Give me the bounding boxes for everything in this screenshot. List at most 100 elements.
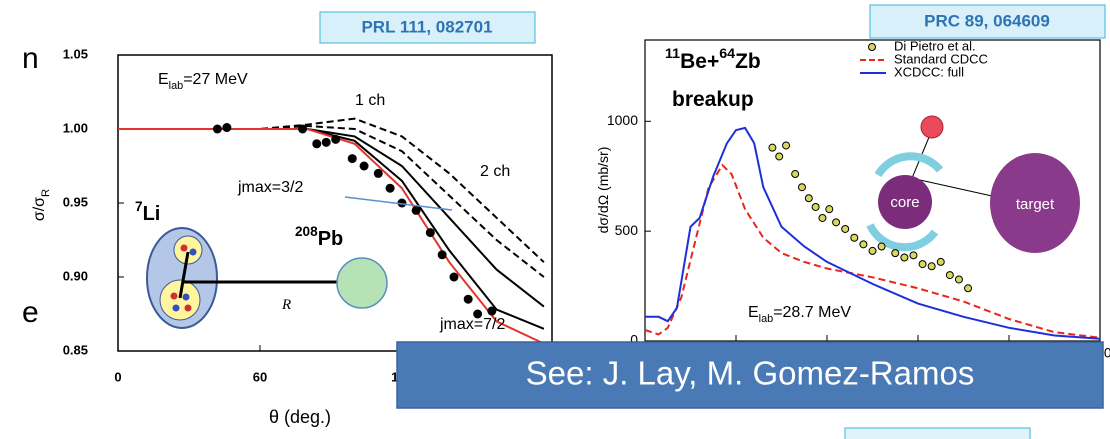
reference: PRL 111, 082701 (361, 17, 492, 36)
y-axis-label-part: R (40, 189, 52, 197)
reference: PRC 89, 064609 (924, 11, 1050, 30)
legend-label: Standard CDCC (894, 51, 988, 66)
banner-box (396, 341, 1104, 409)
data-point (775, 152, 784, 161)
annotation: breakup (672, 88, 754, 111)
data-point (877, 242, 886, 251)
data-point (900, 253, 909, 262)
data-point (385, 183, 395, 193)
chart: 0.850.900.951.001.05060120θ (deg.)σ/σR1 … (31, 46, 545, 427)
data-point (437, 250, 447, 260)
y-axis-label: dσ/dΩ (mb/sr) (595, 147, 611, 234)
annotation: Elab=28.7 MeV (748, 304, 851, 325)
nucleon (180, 244, 188, 252)
annotation: target (1016, 196, 1055, 213)
data-point (463, 294, 473, 304)
data-point (425, 228, 435, 238)
data-point (487, 306, 497, 316)
annotation-part: Zb (735, 50, 761, 73)
data-point (312, 139, 322, 149)
data-point (473, 309, 483, 319)
series-label: jmax=3/2 (237, 179, 303, 196)
nucleon (184, 304, 192, 312)
y-tick-label: 0.85 (63, 342, 88, 357)
core (878, 175, 932, 229)
data-point (850, 233, 859, 242)
halo-neutron (920, 115, 944, 139)
data-point (841, 224, 850, 233)
data-point (298, 124, 308, 134)
pb-target (336, 257, 388, 309)
legend-label: XCDCC: full (894, 64, 964, 79)
y-tick-label: 1.05 (63, 46, 88, 61)
annotation-part: lab (169, 80, 184, 92)
y-tick-label: 1000 (607, 112, 638, 128)
ref-box (844, 427, 1031, 439)
data-point (918, 260, 927, 269)
annotation-part: =28.7 MeV (773, 304, 851, 321)
nucleon (170, 292, 178, 300)
data-point (359, 161, 369, 171)
annotation: R (281, 297, 291, 313)
annotation: core (890, 194, 919, 211)
ref-box (319, 11, 536, 44)
y-axis-label: σ/σR (31, 189, 52, 221)
cluster (173, 235, 203, 265)
data-point (945, 271, 954, 280)
data-point (832, 218, 841, 227)
series-label: 1 ch (355, 92, 385, 109)
data-point (818, 213, 827, 222)
legend-label: Di Pietro et al. (894, 38, 976, 53)
annotation: 208Pb (295, 224, 343, 250)
annotation-part: 64 (719, 46, 735, 62)
text-fragment: e (22, 296, 39, 329)
annotation-part: =27 MeV (183, 71, 248, 88)
data-point (449, 272, 459, 282)
y-axis-label-part: σ/σ (31, 197, 48, 221)
chart: 05001000020406080100dσ/dΩ (mb/sr)Di Piet… (595, 38, 1110, 360)
annotation-part: 208 (295, 224, 318, 239)
annotation-part: 11 (665, 46, 680, 62)
cluster (159, 279, 201, 321)
annotation-part: core (890, 194, 919, 211)
data-point (891, 249, 900, 258)
data-point (782, 141, 791, 150)
x-tick-label: 60 (253, 369, 267, 384)
banner-text: See: J. Lay, M. Gomez-Ramos (526, 355, 975, 392)
x-axis-label: θ (deg.) (269, 407, 331, 427)
series-label: 2 ch (480, 163, 510, 180)
data-point (321, 137, 331, 147)
data-point (964, 284, 973, 293)
data-point (797, 183, 806, 192)
data-point (373, 168, 383, 178)
data-point (811, 202, 820, 211)
data-point (768, 143, 777, 152)
y-tick-label: 500 (615, 222, 639, 238)
annotation: 11Be+64Zb (665, 46, 761, 73)
data-point (859, 240, 868, 249)
annotation-part: Be+ (680, 50, 719, 73)
x-tick-label: 0 (114, 369, 121, 384)
bond (178, 251, 190, 299)
annotation-part: E (158, 71, 169, 88)
ref-box (869, 4, 1106, 39)
y-tick-label: 0 (630, 332, 638, 348)
annotation: 7Li (135, 199, 160, 225)
data-point (411, 205, 421, 215)
annotation-part: breakup (672, 88, 754, 111)
data-point (222, 123, 232, 133)
li-diagram (146, 227, 388, 329)
annotation-part: 7 (135, 199, 143, 214)
data-point (936, 257, 945, 266)
be-diagram (866, 115, 1080, 253)
data-point (927, 262, 936, 271)
y-tick-label: 0.95 (63, 194, 88, 209)
y-axis-label-part: dσ/dΩ (mb/sr) (595, 147, 611, 234)
target (990, 153, 1080, 253)
data-point (868, 246, 877, 255)
nucleon (182, 293, 190, 301)
annotation-part: Pb (318, 228, 344, 250)
data-point (397, 198, 407, 208)
series-line (118, 128, 545, 345)
